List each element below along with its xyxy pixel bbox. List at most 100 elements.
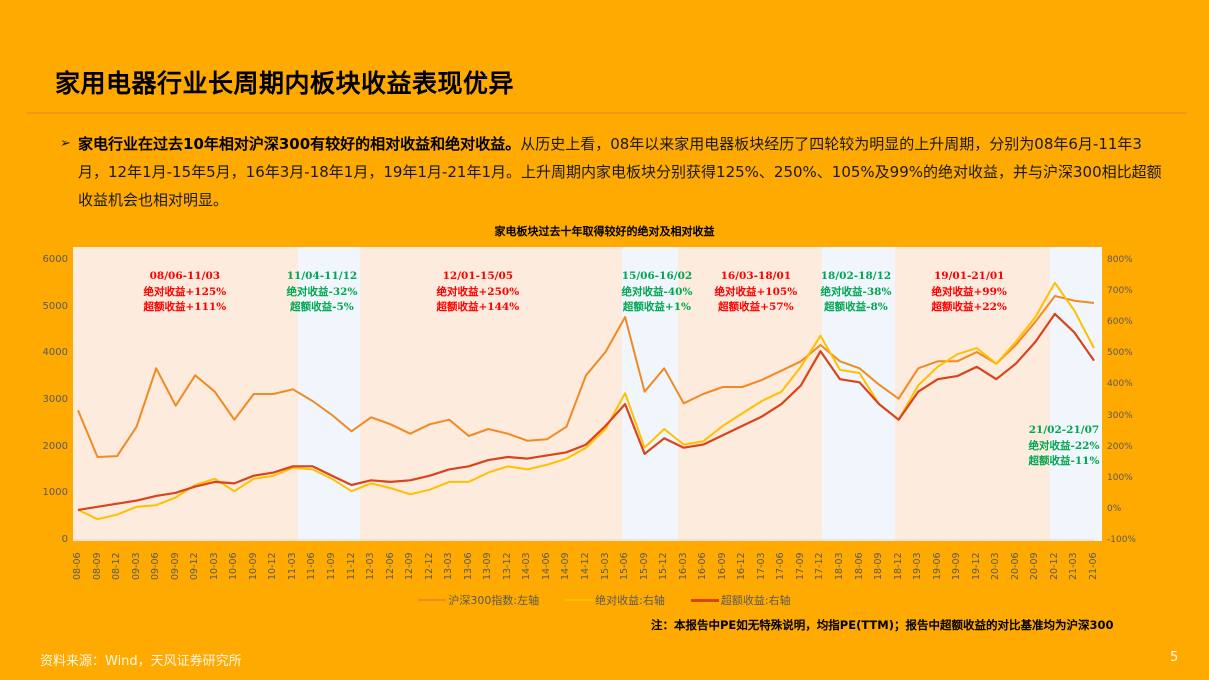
annotation-absolute: 绝对收益+105%	[714, 285, 798, 298]
period-annotation: 11/04-11/12 绝对收益-32% 超额收益-5%	[287, 269, 358, 316]
x-tick-label: 16-09	[716, 552, 728, 580]
x-tick-label: 12-06	[384, 552, 396, 580]
x-tick-label: 17-09	[794, 552, 806, 580]
x-tick-label: 12-12	[423, 552, 435, 580]
chart-legend: 沪深300指数:左轴 绝对收益:右轴 超额收益:右轴	[0, 592, 1209, 608]
y-tick-left: 0	[61, 534, 68, 545]
x-tick-label: 20-03	[990, 552, 1002, 580]
x-tick-label: 18-03	[834, 552, 845, 580]
annotation-absolute: 绝对收益+125%	[143, 285, 227, 298]
legend-item-absolute: 绝对收益:右轴	[565, 592, 665, 608]
period-annotation: 19/01-21/01 绝对收益+99% 超额收益+22%	[932, 269, 1007, 316]
x-tick-label: 15-09	[638, 552, 650, 580]
y-tick-left: 6000	[42, 254, 68, 265]
annotation-range: 19/01-21/01	[933, 270, 1005, 282]
x-tick-label: 19-03	[912, 552, 924, 580]
chart-plot-area	[73, 247, 1102, 541]
x-tick-label: 11-12	[345, 552, 357, 580]
x-tick-label: 13-09	[482, 552, 494, 580]
y-tick-right: 200%	[1107, 441, 1133, 452]
x-tick-label: 21-06	[1088, 552, 1099, 580]
y-tick-left: 3000	[42, 394, 68, 405]
annotation-excess: 超额收益+22%	[931, 301, 1007, 313]
x-tick-label: 09-06	[150, 552, 162, 580]
period-annotation: 18/02-18/12 绝对收益-38% 超额收益-8%	[821, 269, 892, 316]
x-tick-label: 18-06	[853, 552, 865, 580]
annotation-range: 21/02-21/07	[1028, 424, 1100, 436]
x-tick-label: 12-09	[404, 552, 416, 580]
annotation-range: 15/06-16/02	[621, 270, 693, 282]
x-tick-label: 20-09	[1029, 552, 1041, 580]
x-tick-label: 14-06	[540, 552, 552, 580]
x-tick-label: 15-06	[619, 552, 631, 580]
period-annotation: 16/03-18/01 绝对收益+105% 超额收益+57%	[715, 269, 798, 316]
x-tick-label: 18-12	[892, 552, 904, 580]
y-tick-right: 400%	[1107, 379, 1133, 390]
period-annotation: 12/01-15/05 绝对收益+250% 超额收益+144%	[437, 269, 520, 316]
x-tick-label: 11-09	[326, 552, 337, 580]
x-tick-label: 18-09	[873, 552, 885, 580]
x-tick-label: 20-12	[1048, 552, 1060, 580]
annotation-range: 12/01-15/05	[442, 270, 514, 282]
line-absolute-return	[77, 281, 1095, 521]
y-tick-left: 1000	[42, 487, 68, 499]
annotation-range: 08/06-11/03	[149, 270, 221, 282]
annotation-range: 16/03-18/01	[720, 270, 792, 282]
bullet-body: 从历史上看，08年以来家用电器板块经历了四轮较为明显的上升周期，分别为08年6月…	[78, 135, 1162, 209]
x-tick-label: 09-12	[189, 552, 201, 580]
bullet-paragraph: ➢ 家电行业在过去10年相对沪深300有较好的相对收益和绝对收益。从历史上看，0…	[60, 130, 1165, 214]
annotation-excess: 超额收益-5%	[290, 301, 354, 313]
x-tick-label: 19-09	[951, 552, 963, 580]
annotation-excess: 超额收益+57%	[718, 301, 794, 313]
annotation-absolute: 绝对收益+99%	[931, 285, 1007, 298]
y-tick-right: 500%	[1107, 348, 1133, 359]
line-hs300	[77, 295, 1095, 458]
title-divider	[27, 112, 1187, 114]
chart-title: 家电板块过去十年取得较好的绝对及相对收益	[494, 225, 715, 238]
x-tick-label: 16-03	[677, 552, 689, 580]
arrow-bullet-icon: ➢	[60, 136, 71, 151]
x-tick-label: 21-03	[1068, 552, 1080, 580]
slide-title: 家用电器行业长周期内板块收益表现优异	[55, 69, 515, 98]
period-annotation: 21/02-21/07 绝对收益-22% 超额收益-11%	[1029, 423, 1100, 470]
x-tick-label: 10-09	[247, 552, 259, 580]
x-tick-label: 13-06	[462, 552, 474, 580]
y-tick-right: 300%	[1107, 410, 1133, 421]
x-tick-label: 17-06	[775, 552, 787, 580]
page-number: 5	[1170, 650, 1179, 665]
x-tick-label: 17-12	[814, 552, 826, 580]
x-tick-label: 16-06	[697, 552, 709, 580]
y-tick-right: 800%	[1107, 255, 1133, 265]
x-tick-label: 13-12	[501, 552, 513, 580]
x-tick-label: 08-12	[111, 552, 123, 580]
x-tick-label: 14-09	[560, 552, 572, 580]
annotation-range: 18/02-18/12	[820, 270, 892, 282]
footnote: 注：本报告中PE如无特殊说明，均指PE(TTM)；报告中超额收益的对比基准均为沪…	[651, 618, 1114, 632]
x-tick-label: 08-06	[72, 552, 83, 580]
annotation-excess: 超额收益-11%	[1028, 455, 1100, 467]
chart-lines	[73, 281, 1095, 541]
annotation-excess: 超额收益-8%	[824, 301, 888, 313]
x-tick-label: 11-03	[286, 552, 298, 580]
annotation-absolute: 绝对收益+250%	[436, 285, 520, 298]
source-text: 资料来源：Wind，天风证券研究所	[40, 654, 242, 669]
y-tick-right: 600%	[1107, 317, 1133, 328]
legend-item-hs300: 沪深300指数:左轴	[418, 592, 539, 608]
y-tick-right: 100%	[1107, 472, 1133, 483]
x-tick-label: 10-03	[208, 552, 220, 580]
y-tick-right: 700%	[1107, 286, 1133, 297]
bullet-bold-lead: 家电行业在过去10年相对沪深300有较好的相对收益和绝对收益。	[78, 135, 521, 153]
x-tick-label: 16-12	[736, 552, 748, 580]
x-tick-label: 14-03	[521, 552, 533, 580]
x-tick-label: 14-12	[580, 552, 591, 580]
period-band-up	[895, 247, 1050, 541]
x-tick-label: 19-12	[970, 552, 982, 580]
annotation-absolute: 绝对收益-32%	[286, 285, 358, 298]
y-tick-left: 2000	[42, 440, 68, 452]
x-tick-label: 17-03	[755, 552, 767, 580]
annotation-absolute: 绝对收益-38%	[820, 285, 892, 298]
y-tick-right: -100%	[1107, 535, 1136, 545]
x-tick-label: 10-12	[267, 552, 279, 580]
line-excess-return	[77, 312, 1095, 511]
x-tick-label: 12-03	[365, 552, 377, 580]
